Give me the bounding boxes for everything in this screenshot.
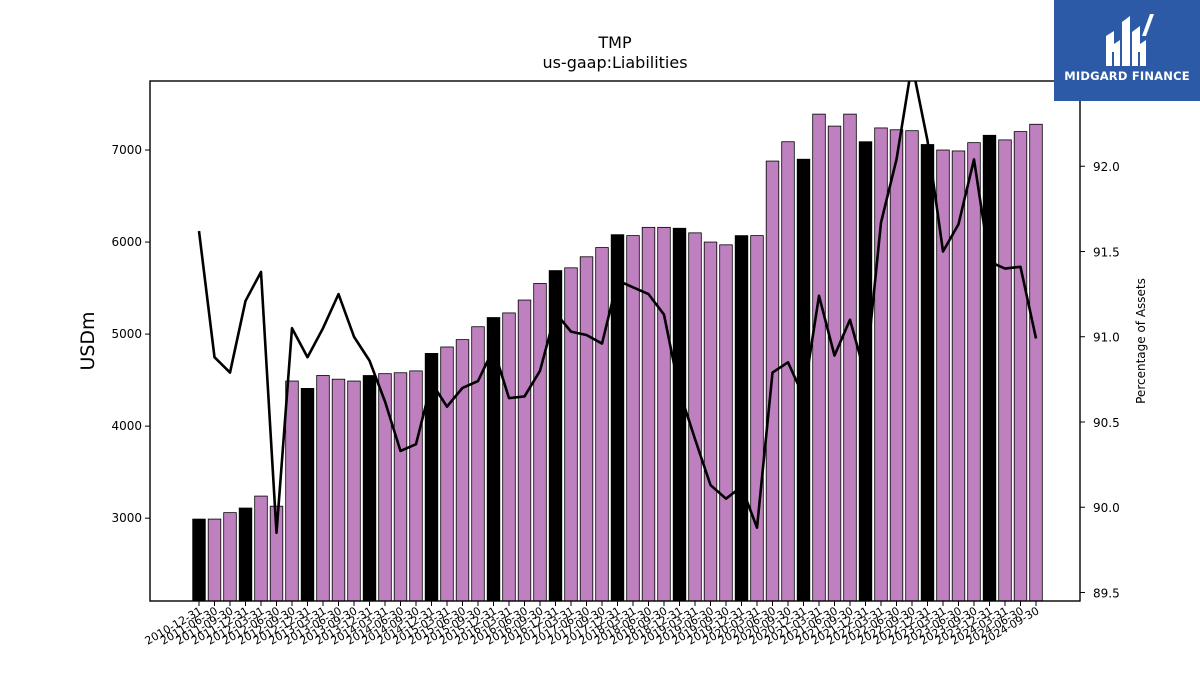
bar (827, 125, 842, 602)
y-axis-label: USDm (77, 311, 99, 370)
bar (734, 235, 749, 602)
bar (998, 139, 1012, 602)
bar (889, 129, 904, 602)
logo-text: MIDGARD FINANCE (1064, 69, 1190, 83)
plot-frame (149, 80, 1081, 602)
bar (517, 299, 532, 602)
bar (920, 144, 935, 602)
bar (1013, 131, 1028, 602)
bar (672, 227, 687, 602)
bar (641, 226, 656, 602)
y2-tick-label: 91.5 (1093, 245, 1120, 259)
bar (223, 512, 237, 602)
y-tick-label: 6000 (111, 235, 142, 249)
bar (502, 312, 516, 602)
y-tick-label: 3000 (111, 511, 142, 525)
bar (579, 256, 594, 602)
bar (719, 244, 733, 602)
bar (967, 142, 981, 602)
bar (1029, 123, 1043, 602)
percentage-line (197, 81, 1038, 535)
bar (750, 235, 764, 602)
bar (703, 241, 718, 602)
bar (533, 283, 547, 602)
bar (285, 380, 299, 602)
bar (688, 232, 702, 602)
chart-title: TMP (597, 33, 632, 52)
bar (796, 158, 811, 602)
bar (378, 373, 392, 602)
bar (409, 370, 423, 602)
bar (207, 518, 222, 602)
y2-axis-label: Percentage of Assets (1134, 278, 1148, 404)
bar (982, 134, 997, 602)
bar (331, 378, 346, 602)
y2-tick-label: 89.5 (1093, 586, 1120, 600)
line-series (197, 81, 1038, 535)
bar (564, 267, 578, 602)
bar (951, 150, 966, 602)
bar (238, 507, 253, 602)
bar (812, 113, 826, 602)
y2-tick-label: 90.5 (1093, 416, 1120, 430)
y2-tick-label: 92.0 (1093, 160, 1120, 174)
brand-logo: MIDGARD FINANCE (1054, 0, 1200, 101)
bar (440, 346, 454, 602)
bar (843, 113, 857, 602)
y-tick-label: 5000 (111, 327, 142, 341)
y2-tick-label: 90.0 (1093, 501, 1120, 515)
y-tick-label: 4000 (111, 419, 142, 433)
bar (254, 495, 268, 602)
y-tick-label: 7000 (111, 143, 142, 157)
bar (192, 518, 206, 602)
bar (471, 326, 485, 602)
bar (874, 127, 888, 602)
chart-subtitle: us-gaap:Liabilities (542, 53, 687, 72)
bar-series (192, 113, 1043, 602)
bar (905, 130, 919, 602)
bar (657, 226, 671, 602)
bar (455, 339, 470, 602)
bar (393, 372, 408, 602)
bar (347, 380, 361, 602)
bar (610, 234, 625, 602)
bar (362, 375, 377, 602)
bar (300, 387, 315, 602)
axes: 3000 4000 5000 6000 7000 89.5 90.0 90.5 91.0 91.5… (111, 80, 1120, 648)
y2-tick-label: 91.0 (1093, 331, 1120, 345)
bar (595, 247, 609, 602)
midgard-logo-icon (1106, 14, 1154, 66)
bar (316, 375, 330, 602)
